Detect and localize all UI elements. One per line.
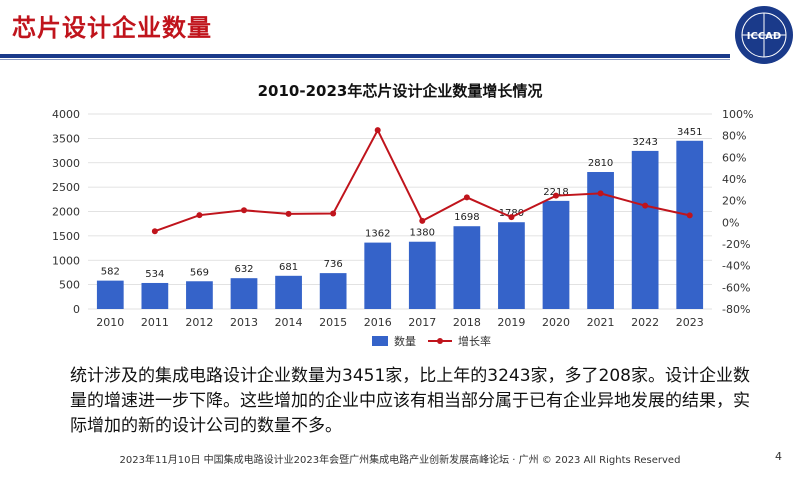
bar xyxy=(408,241,436,309)
bar-data-label: 736 xyxy=(324,259,343,270)
bar xyxy=(364,242,392,309)
bar-data-label: 582 xyxy=(101,267,120,278)
right-tick-label: -80% xyxy=(722,303,750,316)
bar-data-label: 534 xyxy=(145,269,164,280)
growth-rate-point xyxy=(330,210,337,217)
left-tick-label: 2000 xyxy=(52,206,80,219)
bar xyxy=(186,281,213,309)
bar xyxy=(631,150,659,309)
growth-rate-point xyxy=(241,207,247,214)
right-tick-label: -60% xyxy=(722,281,750,294)
left-tick-label: 1000 xyxy=(52,254,80,267)
x-tick-label: 2012 xyxy=(185,316,213,329)
right-tick-label: 20% xyxy=(722,195,746,208)
growth-chart: 2010-2023年芯片设计企业数量增长情况 0 500 1000 1500 2000 25… xyxy=(52,82,753,348)
bar-data-label: 1698 xyxy=(454,212,479,223)
right-tick-label: -20% xyxy=(722,238,750,251)
x-tick-label: 2010 xyxy=(96,316,124,329)
bar-data-label: 632 xyxy=(234,264,253,275)
bar-data-label: 3243 xyxy=(632,137,657,148)
x-tick-label: 2020 xyxy=(542,316,570,329)
right-tick-label: -40% xyxy=(722,260,750,273)
x-tick-label: 2022 xyxy=(631,316,659,329)
bar-data-label: 1780 xyxy=(499,208,524,219)
footer-text: 2023年11月10日 中国集成电路设计业2023年会暨广州集成电路产业创新发展… xyxy=(119,455,681,466)
bar xyxy=(96,280,124,309)
chart-title: 2010-2023年芯片设计企业数量增长情况 xyxy=(258,82,543,100)
growth-rate-point xyxy=(686,212,693,219)
bar xyxy=(498,222,525,309)
bar-data-label: 1380 xyxy=(410,228,435,239)
bar-data-label: 569 xyxy=(190,267,209,278)
bar-data-label: 2810 xyxy=(588,158,613,169)
bar-data-label: 3451 xyxy=(677,127,702,138)
right-tick-label: 100% xyxy=(722,108,753,121)
left-tick-label: 0 xyxy=(73,303,80,316)
left-tick-label: 4000 xyxy=(52,108,80,121)
x-tick-label: 2021 xyxy=(587,316,615,329)
bar xyxy=(542,200,570,309)
growth-rate-point xyxy=(374,127,381,134)
bar-data-label: 1362 xyxy=(365,229,390,240)
growth-rate-point xyxy=(463,194,470,201)
bar xyxy=(319,273,347,309)
left-tick-label: 3500 xyxy=(52,132,80,145)
summary-text: 统计涉及的集成电路设计企业数量为3451家，比上年的3243家，多了208家。设… xyxy=(70,366,750,436)
bar xyxy=(453,226,481,309)
right-tick-label: 40% xyxy=(722,173,746,186)
title-rule-thin xyxy=(0,59,730,60)
x-tick-label: 2015 xyxy=(319,316,347,329)
page-number: 4 xyxy=(775,450,782,463)
left-tick-label: 500 xyxy=(59,279,80,292)
legend-label-line: 增长率 xyxy=(458,334,491,348)
growth-rate-point xyxy=(508,214,515,221)
left-tick-label: 3000 xyxy=(52,157,80,170)
legend-swatch-bar xyxy=(372,336,388,346)
bar xyxy=(676,140,704,309)
bar-data-label: 681 xyxy=(279,262,298,273)
left-tick-label: 1500 xyxy=(52,230,80,243)
x-tick-label: 2018 xyxy=(453,316,481,329)
title-rule xyxy=(0,54,730,58)
growth-rate-point xyxy=(285,210,292,217)
growth-rate-point xyxy=(419,217,426,224)
bar xyxy=(141,282,169,309)
slide-title: 芯片设计企业数量 xyxy=(12,14,212,42)
growth-rate-point xyxy=(597,190,604,197)
right-tick-label: 80% xyxy=(722,130,746,143)
growth-rate-point xyxy=(642,202,649,209)
x-tick-label: 2019 xyxy=(497,316,525,329)
legend-label-bar: 数量 xyxy=(394,335,416,348)
chart-container: 2010-2023年芯片设计企业数量增长情况 0 500 1000 1500 2000 25… xyxy=(0,72,800,362)
iccad-logo: ICCAD xyxy=(735,6,793,64)
bar xyxy=(275,275,302,309)
x-tick-label: 2016 xyxy=(364,316,392,329)
x-tick-label: 2013 xyxy=(230,316,258,329)
growth-rate-point xyxy=(553,192,559,199)
x-tick-label: 2023 xyxy=(676,316,704,329)
logo-text: ICCAD xyxy=(747,31,781,42)
x-tick-label: 2014 xyxy=(275,316,303,329)
bar xyxy=(230,278,258,309)
left-tick-label: 2500 xyxy=(52,181,80,194)
growth-rate-point xyxy=(151,228,158,235)
right-tick-label: 0% xyxy=(722,216,739,229)
bar-data-label: 2218 xyxy=(543,187,568,198)
right-tick-label: 60% xyxy=(722,151,746,164)
legend-marker-line xyxy=(437,338,443,344)
x-tick-label: 2017 xyxy=(408,316,436,329)
x-tick-label: 2011 xyxy=(141,316,169,329)
growth-rate-point xyxy=(196,212,203,219)
